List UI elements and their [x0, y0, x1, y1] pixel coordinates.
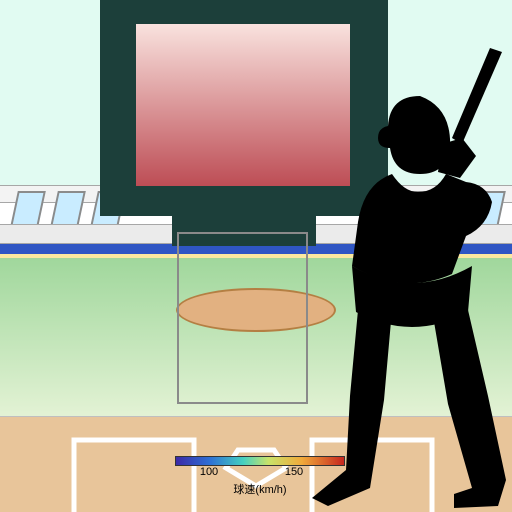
pitch-visualization-stage: 100150 球速(km/h) — [0, 0, 512, 512]
batter-silhouette — [312, 48, 512, 508]
velocity-tick: 100 — [200, 466, 218, 478]
strike-zone[interactable] — [177, 232, 308, 404]
velocity-tick: 150 — [285, 466, 303, 478]
